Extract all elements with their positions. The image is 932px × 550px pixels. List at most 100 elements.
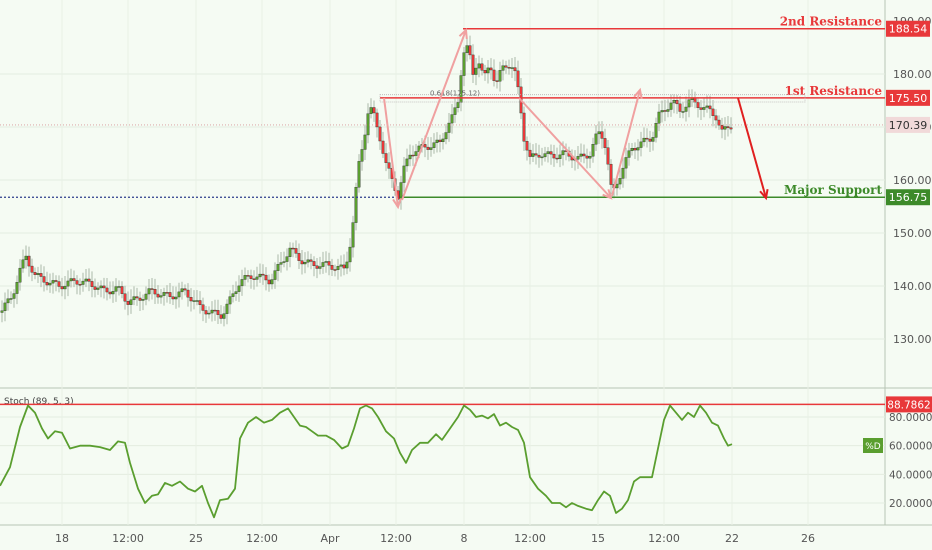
candle <box>360 140 364 171</box>
candle <box>351 215 355 258</box>
candle-body <box>666 109 670 112</box>
candle <box>297 243 301 270</box>
candle-body <box>48 282 52 286</box>
candle-body <box>177 291 181 298</box>
candle-body <box>627 150 631 158</box>
candle <box>99 280 103 298</box>
candle <box>60 277 64 297</box>
candle-body <box>87 278 91 282</box>
candle <box>210 301 214 322</box>
pattern-arrow-up-2 <box>611 87 643 197</box>
candle-body <box>216 310 220 315</box>
candle-body <box>51 280 55 284</box>
candle-body <box>579 153 583 157</box>
candle <box>729 117 733 134</box>
candle <box>609 159 613 195</box>
candle-body <box>615 183 619 189</box>
candle <box>129 289 133 314</box>
candle <box>309 253 313 270</box>
candle <box>36 266 40 284</box>
candle-body <box>429 147 433 150</box>
first-resistance-label: 1st Resistance <box>785 84 883 98</box>
price-tag-bg <box>886 89 930 106</box>
candle-body <box>42 276 46 283</box>
candle <box>195 290 199 306</box>
candle-body <box>414 151 418 156</box>
candle-body <box>633 148 637 151</box>
candle-body <box>513 67 517 72</box>
candle-body <box>66 280 70 287</box>
stoch-title: Stoch (89, 5, 3) <box>4 397 74 407</box>
candle-body <box>339 264 343 267</box>
candle <box>294 240 298 258</box>
candle <box>408 144 412 167</box>
candle <box>582 144 586 164</box>
candle <box>375 108 379 138</box>
candle-body <box>201 304 205 311</box>
candle <box>639 131 643 157</box>
time-tick-label: 15 <box>591 532 605 545</box>
candle-body <box>696 101 700 108</box>
stoch-tick-label: 40.0000 <box>889 469 932 481</box>
candle-body <box>36 273 40 275</box>
candle <box>432 133 436 154</box>
candle-body <box>6 298 10 304</box>
candle <box>645 128 649 148</box>
candle <box>483 64 487 81</box>
candle-body <box>606 147 610 165</box>
candle-body <box>588 156 592 159</box>
stoch-level-tag-bg <box>886 396 932 413</box>
price-pane[interactable]: 2nd Resistance 1st Resistance Major Suppor… <box>0 15 885 327</box>
candle-body <box>534 153 538 156</box>
candle-body <box>426 146 430 150</box>
candle <box>522 106 526 152</box>
candle-body <box>210 309 214 314</box>
candle-body <box>21 259 25 269</box>
candle <box>48 273 52 293</box>
candle <box>168 283 172 304</box>
stochastic-pane[interactable]: Stoch (89, 5, 3) %D <box>0 397 885 519</box>
candle <box>444 124 448 145</box>
candle <box>516 60 520 95</box>
candle-body <box>258 273 262 278</box>
stoch-series-tag-bg <box>863 438 883 453</box>
arrow-head <box>458 27 468 40</box>
candle-body <box>147 288 151 295</box>
candle-body <box>174 296 178 300</box>
candle-body <box>294 248 298 254</box>
candle <box>528 142 532 165</box>
candle-body <box>477 63 481 69</box>
candle-body <box>282 261 286 263</box>
candle <box>318 256 322 275</box>
candle <box>621 157 625 188</box>
candle-body <box>90 281 94 287</box>
candle <box>600 121 604 149</box>
price-tag-value: 156.75 <box>889 191 928 204</box>
candle-body <box>387 162 391 169</box>
price-tick-label: 140.00 <box>893 280 932 293</box>
candle-body <box>309 259 313 262</box>
candle <box>21 249 25 273</box>
candle <box>594 125 598 151</box>
candle <box>591 137 595 163</box>
candle-body <box>27 255 31 267</box>
candle-body <box>153 288 157 295</box>
time-tick-label: 26 <box>801 532 815 545</box>
candle <box>513 57 517 82</box>
candle-body <box>597 131 601 135</box>
candle <box>273 262 277 289</box>
candle-body <box>93 286 97 290</box>
candle-body <box>687 99 691 108</box>
candle-body <box>162 292 166 296</box>
candle <box>57 275 61 293</box>
candle <box>183 284 187 296</box>
candle <box>240 269 244 296</box>
time-tick-label: 18 <box>55 532 69 545</box>
candle <box>321 251 325 274</box>
candle <box>480 57 484 76</box>
stoch-tick-label: 80.0000 <box>889 412 932 424</box>
candle <box>306 251 310 268</box>
candle-body <box>24 255 28 261</box>
candle <box>630 142 634 156</box>
